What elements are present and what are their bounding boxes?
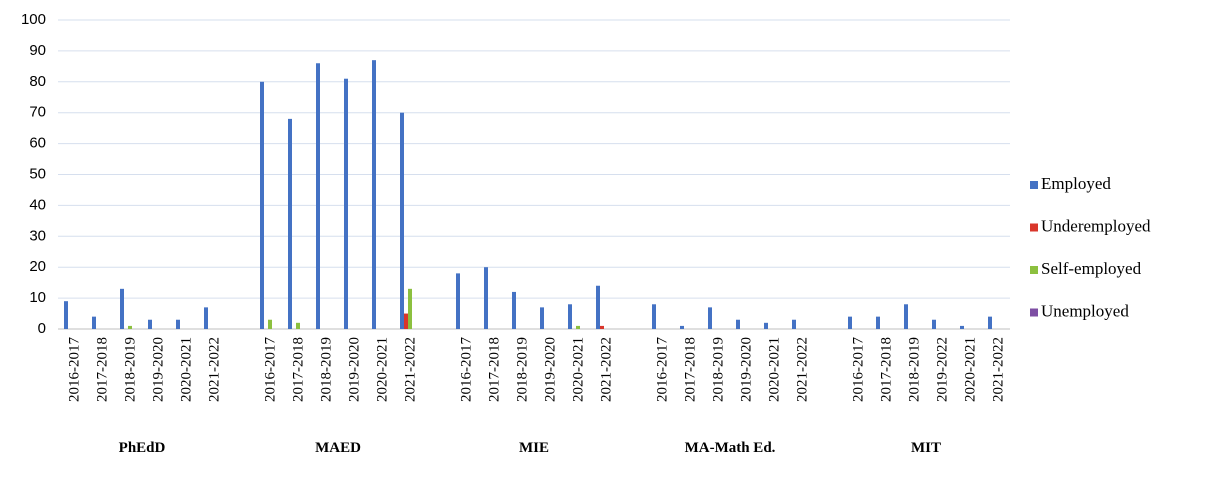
bar xyxy=(708,307,712,329)
bar xyxy=(128,325,132,329)
y-tick-label: 20 xyxy=(29,258,46,275)
bar xyxy=(484,267,488,329)
x-tick-label: 2020-2021 xyxy=(178,337,194,402)
bar xyxy=(792,319,796,329)
bar xyxy=(736,319,740,329)
y-tick-label: 30 xyxy=(29,227,46,244)
bar xyxy=(372,60,376,330)
x-tick-label: 2021-2022 xyxy=(598,337,614,402)
x-tick-label: 2018-2019 xyxy=(906,337,922,402)
bar xyxy=(568,304,572,329)
bar xyxy=(848,316,852,329)
bar xyxy=(344,78,348,330)
group-label: MAED xyxy=(315,440,361,456)
y-tick-label: 10 xyxy=(29,289,46,306)
x-tick-label: 2016-2017 xyxy=(654,337,670,402)
bar xyxy=(932,319,936,329)
x-tick-label: 2018-2019 xyxy=(122,337,138,402)
x-tick-label: 2021-2022 xyxy=(206,337,222,402)
group-label: MA-Math Ed. xyxy=(685,440,776,456)
legend-swatch xyxy=(1030,266,1038,274)
bar xyxy=(120,288,124,329)
x-tick-label: 2020-2021 xyxy=(766,337,782,402)
x-tick-label: 2019-2020 xyxy=(542,337,558,402)
bar xyxy=(148,319,152,329)
bar xyxy=(600,325,604,329)
y-tick-label: 70 xyxy=(29,104,46,121)
y-tick-label: 100 xyxy=(21,11,46,28)
y-tick-label: 80 xyxy=(29,73,46,90)
x-tick-label: 2021-2022 xyxy=(402,337,418,402)
bar xyxy=(540,307,544,329)
group-label: PhEdD xyxy=(119,440,166,456)
y-tick-label: 40 xyxy=(29,196,46,213)
bar xyxy=(576,325,580,329)
x-tick-label: 2017-2018 xyxy=(878,337,894,402)
x-tick-label: 2016-2017 xyxy=(850,337,866,402)
x-tick-label: 2018-2019 xyxy=(710,337,726,402)
bar xyxy=(176,319,180,329)
x-tick-label: 2019-2022 xyxy=(934,337,950,402)
legend-swatch xyxy=(1030,308,1038,317)
x-tick-label: 2018-2019 xyxy=(318,337,334,402)
bar xyxy=(904,304,908,329)
bar xyxy=(456,273,460,329)
bar xyxy=(652,304,656,329)
bar xyxy=(512,291,516,329)
bar xyxy=(268,319,272,329)
x-tick-label: 2017-2018 xyxy=(486,337,502,402)
x-tick-label: 2020-2021 xyxy=(570,337,586,402)
bar xyxy=(92,316,96,329)
bar xyxy=(876,316,880,329)
y-tick-label: 90 xyxy=(29,42,46,59)
bar xyxy=(288,118,292,329)
bar xyxy=(204,307,208,329)
legend-label: Self-employed xyxy=(1041,259,1142,278)
bar xyxy=(596,285,600,329)
y-tick-label: 0 xyxy=(38,320,46,337)
legend-swatch xyxy=(1030,223,1038,232)
x-tick-label: 2017-2018 xyxy=(682,337,698,402)
bar xyxy=(680,325,684,329)
legend-label: Underemployed xyxy=(1041,216,1151,235)
x-tick-label: 2021-2022 xyxy=(990,337,1006,402)
x-tick-label: 2017-2018 xyxy=(290,337,306,402)
bar xyxy=(260,81,264,329)
bar xyxy=(316,63,320,329)
x-tick-label: 2016-2017 xyxy=(66,337,82,402)
x-tick-label: 2019-2020 xyxy=(738,337,754,402)
legend-swatch xyxy=(1030,181,1038,189)
bar xyxy=(296,322,300,329)
x-tick-label: 2020-2021 xyxy=(962,337,978,402)
bar xyxy=(960,325,964,329)
bar xyxy=(764,322,768,329)
bar xyxy=(404,313,408,329)
group-label: MIT xyxy=(911,440,941,456)
group-label: MIE xyxy=(519,440,549,456)
x-tick-label: 2020-2021 xyxy=(374,337,390,402)
x-tick-label: 2016-2017 xyxy=(458,337,474,402)
x-tick-label: 2018-2019 xyxy=(514,337,530,402)
legend-label: Unemployed xyxy=(1041,301,1129,320)
bar xyxy=(64,301,68,329)
x-tick-label: 2019-2020 xyxy=(150,337,166,402)
bar xyxy=(408,288,412,329)
y-tick-label: 50 xyxy=(29,165,46,182)
x-tick-label: 2017-2018 xyxy=(94,337,110,402)
x-tick-label: 2019-2020 xyxy=(346,337,362,402)
legend-label: Employed xyxy=(1041,174,1111,193)
x-tick-label: 2016-2017 xyxy=(262,337,278,402)
x-tick-label: 2021-2022 xyxy=(794,337,810,402)
y-tick-label: 60 xyxy=(29,135,46,152)
bar xyxy=(988,316,992,329)
bar xyxy=(400,112,404,329)
